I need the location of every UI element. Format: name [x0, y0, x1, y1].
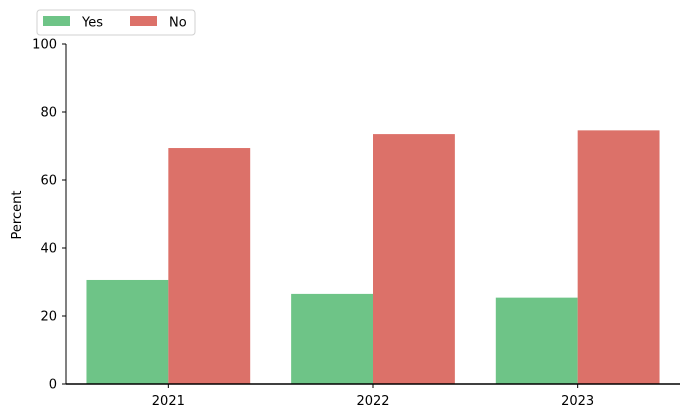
legend-label-no: No [169, 16, 187, 31]
bar-yes-2023 [495, 297, 578, 384]
y-tick-label: 20 [40, 310, 57, 325]
bar-yes-2022 [291, 293, 373, 384]
legend: Yes No [36, 9, 196, 36]
bars-group [86, 130, 660, 384]
legend-swatch-yes [43, 16, 70, 26]
legend-label-yes: Yes [81, 16, 103, 31]
y-tick-label: 60 [40, 174, 57, 189]
x-tick-label: 2021 [152, 394, 185, 409]
y-axis: 0 20 40 60 80 100 [32, 38, 67, 393]
x-tick-label: 2023 [561, 394, 594, 409]
bar-no-2021 [168, 148, 251, 384]
y-axis-label: Percent [10, 191, 25, 240]
legend-swatch-no [130, 16, 157, 26]
y-tick-label: 40 [40, 242, 57, 257]
bar-no-2022 [373, 134, 455, 384]
x-tick-label: 2022 [356, 394, 389, 409]
y-tick-label: 0 [49, 378, 57, 393]
y-tick-label: 80 [40, 106, 57, 121]
x-axis: 2021 2022 2023 [66, 383, 680, 409]
bar-no-2023 [577, 130, 660, 384]
y-tick-label: 100 [32, 38, 57, 53]
bar-yes-2021 [86, 279, 169, 384]
